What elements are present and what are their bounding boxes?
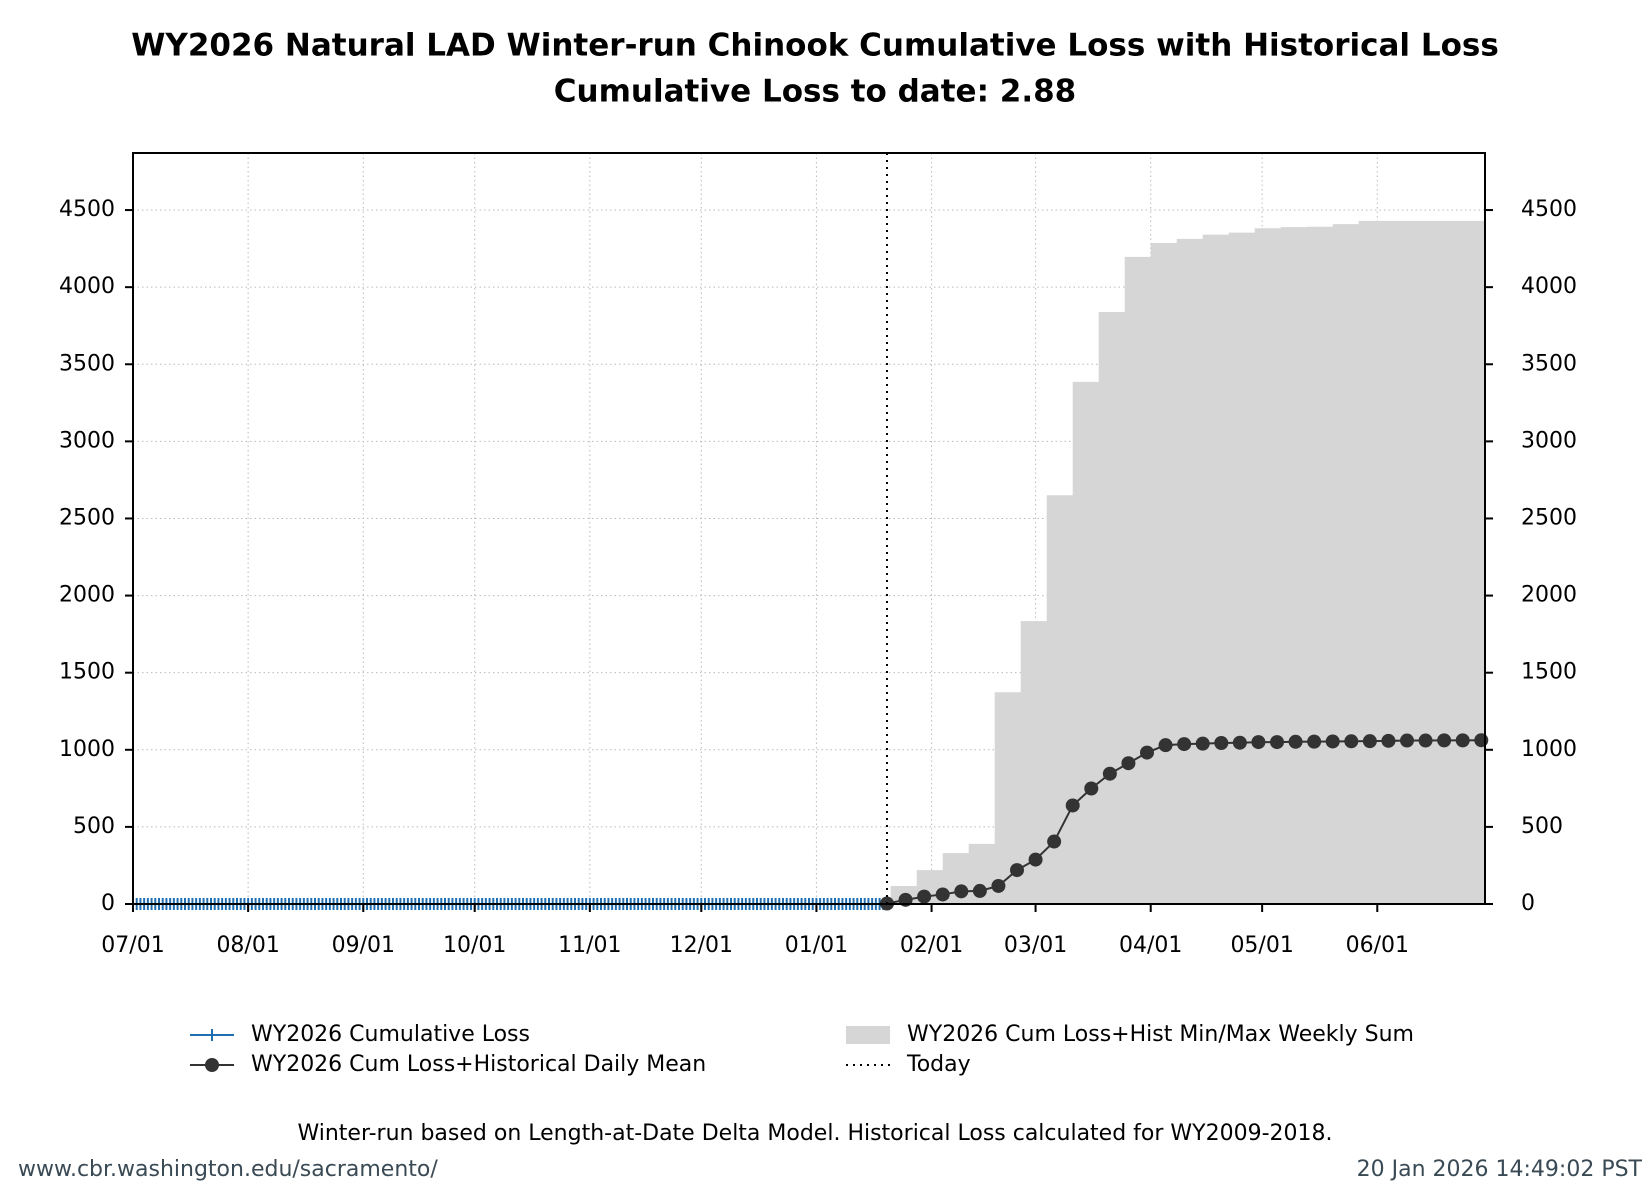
x-tick-label: 07/01	[101, 933, 164, 958]
source-url: www.cbr.washington.edu/sacramento/	[18, 1157, 438, 1182]
dot	[1065, 798, 1080, 813]
y-tick-label: 2000	[59, 583, 115, 608]
legend-label: Today	[906, 1052, 971, 1077]
dot	[1344, 734, 1359, 749]
y2-tick-label: 4000	[1521, 274, 1577, 299]
dot	[1437, 733, 1452, 748]
note: Winter-run based on Length-at-Date Delta…	[297, 1121, 1332, 1146]
y2-tick-label: 3000	[1521, 428, 1577, 453]
dot	[1158, 738, 1173, 753]
dot	[1400, 733, 1414, 748]
y2-tick-label: 2000	[1521, 583, 1577, 608]
dot	[1381, 733, 1396, 748]
x-tick-label: 10/01	[443, 933, 506, 958]
dot	[1251, 735, 1266, 750]
dot	[1418, 733, 1433, 748]
dot	[1084, 781, 1099, 796]
dot	[1195, 736, 1210, 751]
y-tick-label: 3500	[59, 351, 115, 376]
dot	[1232, 735, 1247, 750]
legend-marker	[207, 1029, 217, 1041]
y2-tick-label: 3500	[1521, 351, 1577, 376]
x-tick-label: 04/01	[1119, 933, 1182, 958]
y2-tick-label: 4500	[1521, 197, 1577, 222]
dot	[1010, 863, 1024, 878]
dot	[954, 884, 969, 899]
dot	[935, 887, 950, 902]
plot-frame	[132, 152, 1486, 905]
dot	[1270, 735, 1284, 750]
y-tick-label: 4500	[59, 197, 115, 222]
y2-tick-label: 500	[1521, 814, 1563, 839]
dot	[1028, 852, 1043, 867]
legend-swatch	[846, 1026, 890, 1044]
y2-tick-label: 2500	[1521, 505, 1577, 530]
dot	[917, 889, 932, 904]
dot	[1455, 733, 1470, 748]
dot	[1362, 734, 1377, 749]
legend-label: WY2026 Cum Loss+Hist Min/Max Weekly Sum	[907, 1022, 1414, 1047]
dot	[1288, 734, 1303, 749]
y-tick-label: 1500	[59, 660, 115, 685]
y-tick-label: 0	[101, 891, 115, 916]
dot	[991, 878, 1006, 893]
x-tick-label: 06/01	[1346, 933, 1409, 958]
x-tick-label: 01/01	[785, 933, 848, 958]
x-tick-label: 05/01	[1230, 933, 1293, 958]
dot	[1102, 766, 1117, 781]
dot	[1121, 756, 1136, 771]
y-tick-label: 3000	[59, 428, 115, 453]
y-tick-label: 1000	[59, 737, 115, 762]
y2-tick-label: 0	[1521, 891, 1535, 916]
y-tick-label: 2500	[59, 505, 115, 530]
x-tick-label: 09/01	[332, 933, 395, 958]
legend-label: WY2026 Cum Loss+Historical Daily Mean	[251, 1052, 706, 1077]
x-tick-label: 12/01	[670, 933, 733, 958]
dot	[1474, 733, 1489, 748]
dot	[1307, 734, 1322, 749]
chart-title: WY2026 Natural LAD Winter-run Chinook Cu…	[131, 28, 1499, 64]
y2-tick-label: 1500	[1521, 660, 1577, 685]
chart-subtitle: Cumulative Loss to date: 2.88	[554, 74, 1077, 110]
x-tick-label: 11/01	[558, 933, 621, 958]
x-tick-label: 02/01	[900, 933, 963, 958]
dot	[972, 883, 987, 898]
dot	[1325, 734, 1340, 749]
dot	[1214, 736, 1229, 751]
legend-marker	[205, 1058, 219, 1072]
area	[890, 220, 1485, 904]
x-tick-label: 03/01	[1004, 933, 1067, 958]
y-tick-label: 4000	[59, 274, 115, 299]
dot	[1177, 737, 1192, 752]
y2-tick-label: 1000	[1521, 737, 1577, 762]
dot	[1140, 745, 1154, 760]
dot	[1047, 834, 1062, 849]
y-tick-label: 500	[73, 814, 115, 839]
x-tick-label: 08/01	[216, 933, 279, 958]
legend-label: WY2026 Cumulative Loss	[251, 1022, 530, 1047]
timestamp: 20 Jan 2026 14:49:02 PST	[1357, 1157, 1643, 1182]
